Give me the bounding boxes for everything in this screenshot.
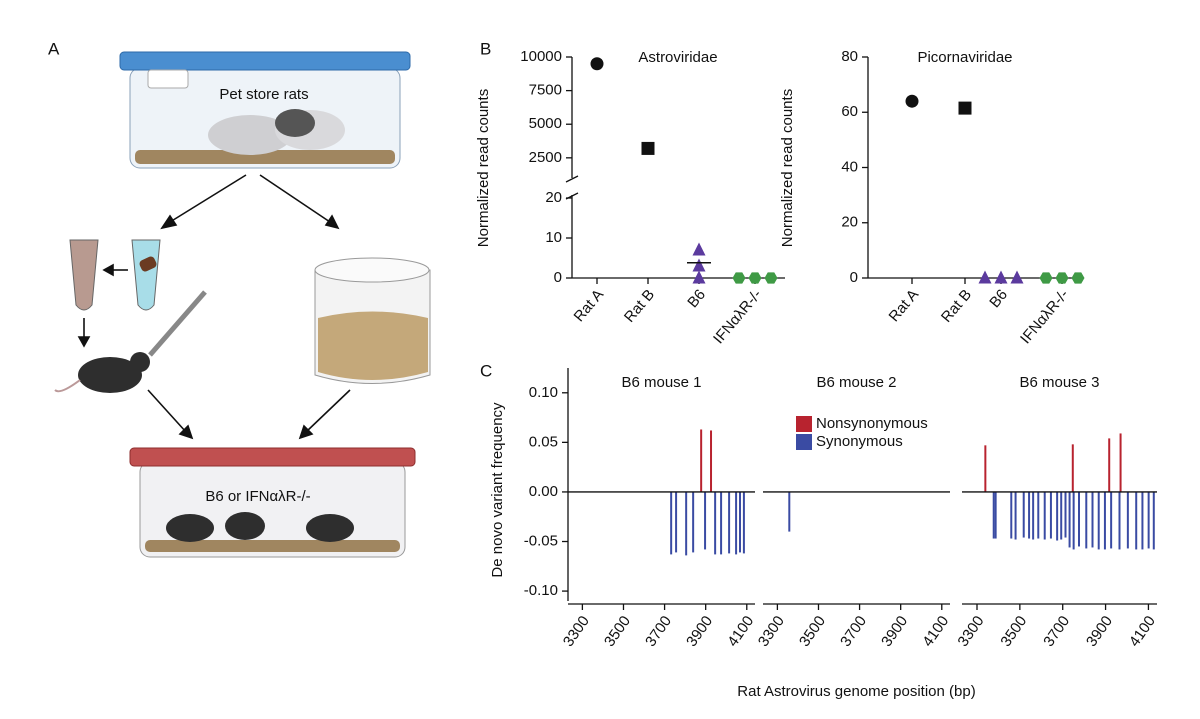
point [732,272,746,284]
rat [208,115,292,155]
y-axis-label: Normalized read counts [475,89,492,247]
y-tick-label: 0 [554,269,562,286]
x-tick-label: 3700 [837,613,870,650]
axis-break [565,192,579,200]
axis-break [565,175,579,183]
feces [318,311,428,380]
y-tick-label: 5000 [529,115,562,132]
mouse [78,357,142,393]
x-tick-label: Rat A [885,286,922,325]
point [1010,270,1024,284]
panel-label: B [480,39,491,58]
x-tick-label: 4100 [1126,613,1159,650]
x-tick-label: 3300 [954,613,987,650]
rat-patch [275,109,315,137]
lid [129,447,416,467]
legend-label: Synonymous [816,433,903,450]
legend-label: Nonsynonymous [816,415,928,432]
x-tick-label: B6 [986,286,1011,311]
x-axis-label: Rat Astrovirus genome position (bp) [737,683,975,700]
point [994,270,1008,284]
x-tick-label: 3300 [755,613,788,650]
illustration-label: Pet store rats [219,86,308,103]
mouse [225,512,265,540]
x-tick-label: 3500 [997,613,1030,650]
point [978,270,992,284]
tail [54,379,81,393]
chart-title: Picornaviridae [917,49,1012,66]
x-tick-label: Rat A [570,286,607,325]
bedding [145,540,400,552]
chart-title: Astroviridae [638,49,717,66]
x-tick-label: Rat B [621,286,658,326]
point [692,258,706,272]
y-tick-label: -0.10 [524,582,558,599]
x-tick-label: 3700 [1040,613,1073,650]
y-tick-label: -0.05 [524,532,558,549]
x-tick-label: 3900 [683,613,716,650]
point [1039,272,1053,284]
legend-swatch [796,416,812,432]
illustration: Pet store rats B6 or IFNαλR-/- [54,51,431,558]
y-tick-label: 2500 [529,149,562,166]
tag [147,69,189,89]
panel-label: C [480,361,492,380]
mouse-head [130,352,150,372]
y-tick-label: 10000 [520,48,562,65]
x-tick-label: 3900 [1083,613,1116,650]
arrows [77,174,351,440]
y-tick-label: 0 [850,269,858,286]
y-tick-label: 20 [841,214,858,231]
point [748,272,762,284]
lid [119,51,411,71]
chart-title: B6 mouse 1 [621,374,701,391]
x-tick-label: IFNαλR-/- [1017,286,1072,347]
point [958,101,972,115]
chart-title: B6 mouse 3 [1019,374,1099,391]
y-tick-label: 80 [841,48,858,65]
syringe [148,290,207,357]
jar-rim [314,257,430,283]
y-tick-label: 0.10 [529,384,558,401]
tube [69,239,99,311]
x-tick-label: 3900 [878,613,911,650]
y-tick-label: 20 [545,189,562,206]
y-axis-label: Normalized read counts [779,89,796,247]
x-tick-label: B6 [684,286,709,311]
point [692,242,706,256]
pellet [139,256,157,272]
y-axis-label: De novo variant frequency [489,402,506,578]
x-tick-label: Rat B [938,286,975,326]
mouse [166,514,214,542]
point [905,94,919,108]
point [1071,272,1085,284]
x-tick-label: 3500 [796,613,829,650]
y-tick-label: 40 [841,158,858,175]
tube [131,239,161,311]
x-tick-label: IFNαλR-/- [710,286,765,347]
point [692,270,706,284]
illustration-label: B6 or IFNαλR-/- [205,488,310,505]
x-tick-label: 3700 [642,613,675,650]
y-tick-label: 7500 [529,82,562,99]
bedding [135,150,395,164]
y-tick-label: 0.00 [529,483,558,500]
panel-label: A [48,39,60,58]
point [1055,272,1069,284]
x-tick-label: 4100 [724,613,757,650]
y-tick-label: 0.05 [529,433,558,450]
chart-title: B6 mouse 2 [816,374,896,391]
x-tick-label: 4100 [919,613,952,650]
point [641,141,655,155]
y-tick-label: 10 [545,229,562,246]
legend-swatch [796,434,812,450]
y-tick-label: 60 [841,103,858,120]
point [590,57,604,71]
x-tick-label: 3300 [560,613,593,650]
point [764,272,778,284]
mouse [306,514,354,542]
x-tick-label: 3500 [601,613,634,650]
